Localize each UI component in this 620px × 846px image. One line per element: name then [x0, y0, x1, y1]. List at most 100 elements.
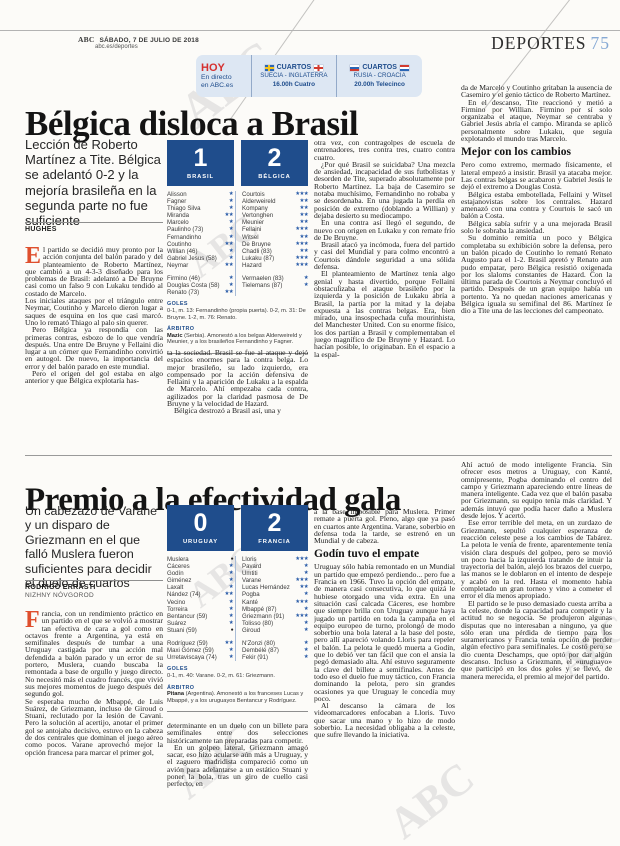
- home-lineup: Alisson ★ Fagner ★ Thiago Silva ★ Miranda ★★ Mar…: [167, 191, 234, 296]
- rating-stars-icon: ★★★: [295, 598, 308, 605]
- player-name: Chadli (83): [242, 247, 272, 255]
- article2-subhead: Godín tuvo el empate: [314, 548, 420, 561]
- section-header: DEPORTES 75: [491, 33, 610, 54]
- goals-note: GOLES 0-1, m. 13: Fernandinho (propia pu…: [167, 301, 308, 321]
- player-name: Alisson: [167, 191, 187, 198]
- player-row: Fagner ★: [167, 198, 234, 205]
- player-row: Torreira ★: [167, 606, 234, 613]
- player-row: Pogba ★: [242, 591, 309, 598]
- today-label-cell: HOY En directo en ABC.es: [196, 55, 251, 97]
- page-number: 75: [590, 33, 610, 53]
- rating-stars-icon: ★: [303, 282, 309, 289]
- player-name: Miranda: [167, 212, 190, 220]
- player-row: Fellaini ★★★: [242, 226, 309, 234]
- body-paragraph: Bélgica destrozó a Brasil así, una y: [174, 406, 281, 416]
- author-name: RODRIGO ERRASTI: [25, 584, 96, 591]
- referee-name: Pitana: [167, 691, 185, 698]
- player-row: Coutinho ★★: [167, 241, 234, 248]
- player-name: Meunier: [242, 219, 265, 227]
- player-row: Suárez ★: [167, 619, 234, 627]
- hoy-label: HOY: [201, 61, 225, 74]
- rating-stars-icon: ★: [228, 619, 234, 626]
- match-slot-1: CUARTOS SUECIA - INGLATERRA 16.00h Cuatr…: [250, 55, 337, 97]
- player-name: Pavard: [242, 563, 262, 571]
- rating-stars-icon: ★: [228, 205, 234, 212]
- england-flag-icon: [314, 64, 324, 71]
- player-name: Fellaini: [242, 226, 262, 234]
- rating-stars-icon: ★: [228, 198, 234, 205]
- rating-stars-icon: ★: [303, 605, 309, 612]
- player-name: Tolisso (80): [242, 619, 274, 627]
- player-name: Witsel: [242, 233, 259, 241]
- rating-dot-icon: ●: [230, 556, 234, 562]
- body-paragraph: ta la sociedad. Brasil se fue al ataque …: [167, 349, 308, 409]
- rating-stars-icon: ★★★: [295, 612, 308, 619]
- date-line: ABC SÁBADO, 7 DE JULIO DE 2018: [78, 35, 199, 44]
- player-name: Neymar: [167, 261, 189, 269]
- rating-stars-icon: ★: [228, 563, 234, 570]
- article2-column4: Ahí actuó de modo inteligente Francia. S…: [461, 461, 612, 840]
- home-score-box: 0 URUGUAY: [167, 505, 234, 551]
- author-location: NIZHNY NÓVGOROD: [25, 592, 95, 599]
- player-name: Muslera: [167, 556, 189, 563]
- player-name: Urretaviscaya (74): [167, 654, 217, 662]
- article2-standfirst: Un cabezazo de Varane y un disparo de Gr…: [25, 504, 158, 591]
- player-name: Hazard: [242, 261, 262, 269]
- rating-stars-icon: ★★: [299, 198, 309, 205]
- live-line2: en ABC.es: [201, 81, 234, 89]
- player-row: De Bruyne ★★★: [242, 241, 309, 248]
- player-row: Varane ★★★: [242, 577, 309, 584]
- top-rule: [0, 30, 620, 31]
- article2-column2: determinante en un duelo con un billete …: [167, 722, 308, 840]
- match-rule: [167, 711, 308, 713]
- player-name: Lukaku (87): [242, 254, 275, 262]
- rating-stars-icon: ★: [228, 247, 234, 254]
- rating-stars-icon: ★★★: [295, 191, 308, 197]
- dropcap: F: [25, 610, 40, 633]
- match-time-channel: 16.00h Cuatro: [272, 80, 315, 88]
- body-paragraph: a la base imposible para Muslera. Primer…: [314, 508, 455, 546]
- body-paragraph: Uruguay sólo había remontado en un Mundi…: [314, 562, 455, 703]
- player-name: Giroud: [242, 626, 261, 634]
- match-rule: [167, 352, 308, 354]
- player-name: Kompany: [242, 205, 268, 213]
- away-score: 2: [267, 144, 282, 172]
- rating-stars-icon: ★: [228, 233, 234, 240]
- rating-stars-icon: ★: [303, 563, 309, 570]
- match-time-channel: 20.00h Telecinco: [354, 80, 405, 88]
- player-row: N'Zonzi (80) ★: [242, 640, 309, 647]
- rating-stars-icon: ★★: [224, 212, 234, 219]
- player-row: Stuani (59) ●: [167, 627, 234, 634]
- rating-stars-icon: ★: [303, 275, 309, 282]
- site-url: abc.es/deportes: [95, 44, 138, 50]
- rating-stars-icon: ★: [228, 282, 234, 289]
- player-row: Witsel ★★: [242, 233, 309, 241]
- section-title: DEPORTES: [491, 33, 587, 53]
- player-row: Rodríguez (59) ★★: [167, 640, 234, 648]
- player-name: Rodríguez (59): [167, 640, 208, 648]
- byline-rule: [25, 580, 163, 581]
- rating-stars-icon: ★★: [299, 205, 309, 212]
- player-row: Maxi Gómez (59) ★: [167, 647, 234, 654]
- rating-stars-icon: ★: [228, 191, 234, 197]
- player-row: Alisson ★: [167, 191, 234, 198]
- player-row: Paulinho (73) ★: [167, 226, 234, 233]
- dropcap: E: [25, 246, 42, 269]
- masthead-dateline: ABC SÁBADO, 7 DE JULIO DE 2018 abc.es/dep…: [78, 35, 199, 50]
- rating-stars-icon: ★: [303, 591, 309, 598]
- player-name: Thiago Silva: [167, 205, 201, 213]
- article-divider: [25, 455, 612, 456]
- rating-stars-icon: ★: [303, 626, 309, 633]
- rating-stars-icon: ★: [228, 275, 234, 282]
- player-row: Gabriel Jesus (58) ★: [167, 254, 234, 262]
- player-row: Dembélé (87) ★: [242, 647, 309, 654]
- today-broadcast-box: HOY En directo en ABC.es CUARTOS SUECIA …: [196, 55, 422, 97]
- player-name: Fekir (91): [242, 654, 269, 662]
- body-paragraph: otra vez, con contragolpes de escuela de…: [314, 139, 455, 162]
- rating-stars-icon: ★: [228, 254, 234, 261]
- rating-stars-icon: ★★: [299, 247, 309, 254]
